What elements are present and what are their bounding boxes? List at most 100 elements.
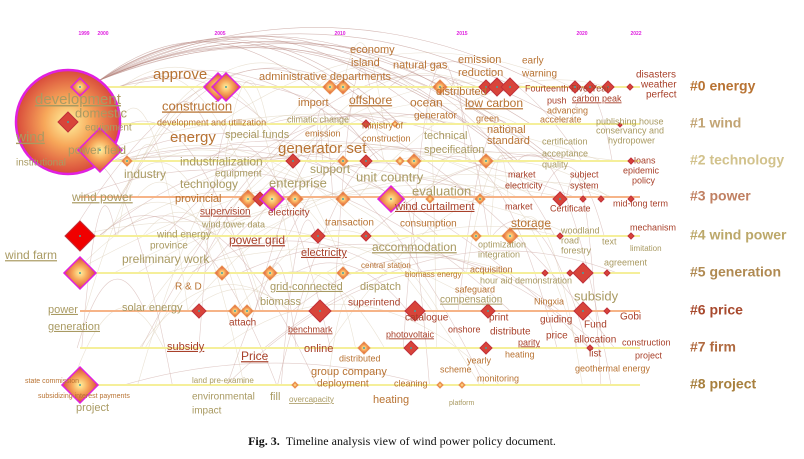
keyword-label[interactable]: limitation [630, 244, 662, 253]
keyword-label[interactable]: platform [449, 400, 474, 407]
keyword-label[interactable]: catalogue [405, 313, 449, 324]
keyword-label[interactable]: Certificate [550, 203, 591, 213]
keyword-node[interactable] [566, 269, 574, 277]
keyword-label[interactable]: reduction [458, 67, 503, 79]
keyword-label[interactable]: road [561, 235, 579, 245]
keyword-label[interactable]: woodland [560, 225, 600, 235]
keyword-label[interactable]: accelerate [540, 114, 582, 124]
keyword-label[interactable]: heating [373, 394, 409, 406]
keyword-label[interactable]: subject [570, 169, 599, 179]
keyword-node[interactable] [436, 381, 444, 389]
keyword-label[interactable]: publishing house [596, 116, 664, 126]
keyword-label[interactable]: system [570, 180, 599, 190]
keyword-label[interactable]: attach [229, 318, 256, 329]
keyword-label[interactable]: mechanism [630, 222, 676, 232]
keyword-label[interactable]: energy [170, 129, 216, 146]
keyword-label[interactable]: text [602, 236, 617, 246]
keyword-node[interactable] [626, 83, 634, 91]
keyword-label[interactable]: monitoring [477, 373, 519, 383]
keyword-label[interactable]: specification [424, 144, 485, 156]
keyword-label[interactable]: state commission [25, 378, 79, 385]
keyword-label[interactable]: advancing [547, 105, 588, 115]
keyword-label[interactable]: wind power [71, 190, 133, 204]
keyword-label[interactable]: technical [424, 130, 467, 142]
keyword-label[interactable]: climatic change [287, 114, 349, 124]
keyword-label[interactable]: storage [511, 216, 551, 230]
keyword-label[interactable]: equipment [85, 123, 132, 134]
keyword-label[interactable]: acquisition [470, 264, 513, 274]
keyword-label[interactable]: emission [305, 128, 341, 138]
keyword-label[interactable]: carbon peak [572, 93, 622, 103]
keyword-label[interactable]: wind tower data [201, 219, 265, 229]
keyword-label[interactable]: loans [634, 155, 656, 165]
keyword-label[interactable]: electricity [301, 247, 347, 259]
keyword-label[interactable]: economy [350, 44, 395, 56]
keyword-node[interactable] [627, 157, 635, 165]
keyword-label[interactable]: geothermal energy [575, 363, 651, 373]
keyword-label[interactable]: disasters [636, 70, 676, 81]
keyword-label[interactable]: subsidy [574, 288, 619, 303]
keyword-label[interactable]: wind [15, 129, 45, 145]
keyword-label[interactable]: generator set [278, 140, 367, 157]
keyword-label[interactable]: wind farm [4, 248, 57, 262]
keyword-label[interactable]: forestry [561, 245, 592, 255]
keyword-label[interactable]: environmental [192, 392, 255, 403]
keyword-node[interactable] [425, 194, 435, 204]
keyword-label[interactable]: wind energy [156, 230, 211, 241]
keyword-label[interactable]: electricity [505, 180, 543, 190]
keyword-node[interactable] [597, 195, 605, 203]
keyword-label[interactable]: unit country [356, 169, 424, 184]
keyword-label[interactable]: equipment [215, 169, 262, 180]
keyword-label[interactable]: distributed [436, 86, 487, 98]
keyword-label[interactable]: superintend [348, 298, 400, 309]
keyword-label[interactable]: list [589, 349, 601, 360]
keyword-label[interactable]: heating [505, 349, 535, 359]
keyword-label[interactable]: photovoltaic [386, 329, 435, 339]
keyword-label[interactable]: weather [640, 80, 677, 91]
keyword-label[interactable]: impact [192, 406, 222, 417]
keyword-label[interactable]: development and utilization [157, 117, 266, 127]
keyword-label[interactable]: generator [414, 111, 457, 122]
keyword-label[interactable]: construction [162, 98, 232, 113]
keyword-label[interactable]: push [547, 95, 567, 105]
keyword-label[interactable]: support [310, 162, 351, 176]
keyword-label[interactable]: acceptance [542, 148, 588, 158]
keyword-label[interactable]: Ningxia [534, 296, 564, 306]
keyword-label[interactable]: deployment [317, 379, 369, 390]
keyword-label[interactable]: construction [622, 337, 671, 347]
keyword-label[interactable]: natural gas [393, 59, 448, 71]
keyword-node[interactable] [603, 269, 611, 277]
keyword-node[interactable] [556, 232, 564, 240]
keyword-label[interactable]: compensation [440, 295, 502, 306]
keyword-label[interactable]: project [76, 402, 109, 414]
keyword-label[interactable]: mid-long term [613, 198, 668, 208]
keyword-label[interactable]: import [298, 97, 329, 109]
keyword-node[interactable] [603, 307, 611, 315]
keyword-label[interactable]: low carbon [465, 96, 523, 110]
keyword-label[interactable]: approve [153, 66, 207, 83]
keyword-label[interactable]: certification [542, 136, 588, 146]
keyword-label[interactable]: land pre-examine [192, 376, 254, 385]
keyword-label[interactable]: R & D [175, 282, 202, 293]
keyword-label[interactable]: preliminary work [122, 252, 210, 266]
keyword-label[interactable]: hydropower [608, 135, 655, 145]
keyword-label[interactable]: group company [311, 366, 387, 378]
keyword-label[interactable]: perfect [646, 90, 677, 101]
keyword-label[interactable]: distributed [339, 353, 381, 363]
keyword-label[interactable]: overcapacity [289, 395, 334, 404]
keyword-label[interactable]: industrialization [180, 155, 263, 169]
keyword-node[interactable] [579, 195, 587, 203]
keyword-label[interactable]: allocation [574, 335, 616, 346]
keyword-label[interactable]: generation [48, 321, 100, 333]
keyword-label[interactable]: biomass [260, 296, 301, 308]
keyword-label[interactable]: quality [542, 159, 569, 169]
keyword-label[interactable]: optimization [478, 239, 526, 249]
keyword-label[interactable]: ministry of [362, 120, 404, 130]
keyword-label[interactable]: benchmark [288, 324, 333, 334]
keyword-node[interactable] [627, 232, 635, 240]
keyword-node[interactable] [541, 269, 549, 277]
keyword-label[interactable]: ocean [410, 96, 443, 110]
keyword-label[interactable]: biomass energy [405, 270, 461, 279]
keyword-label[interactable]: fill [270, 391, 280, 403]
keyword-node[interactable] [458, 381, 466, 389]
